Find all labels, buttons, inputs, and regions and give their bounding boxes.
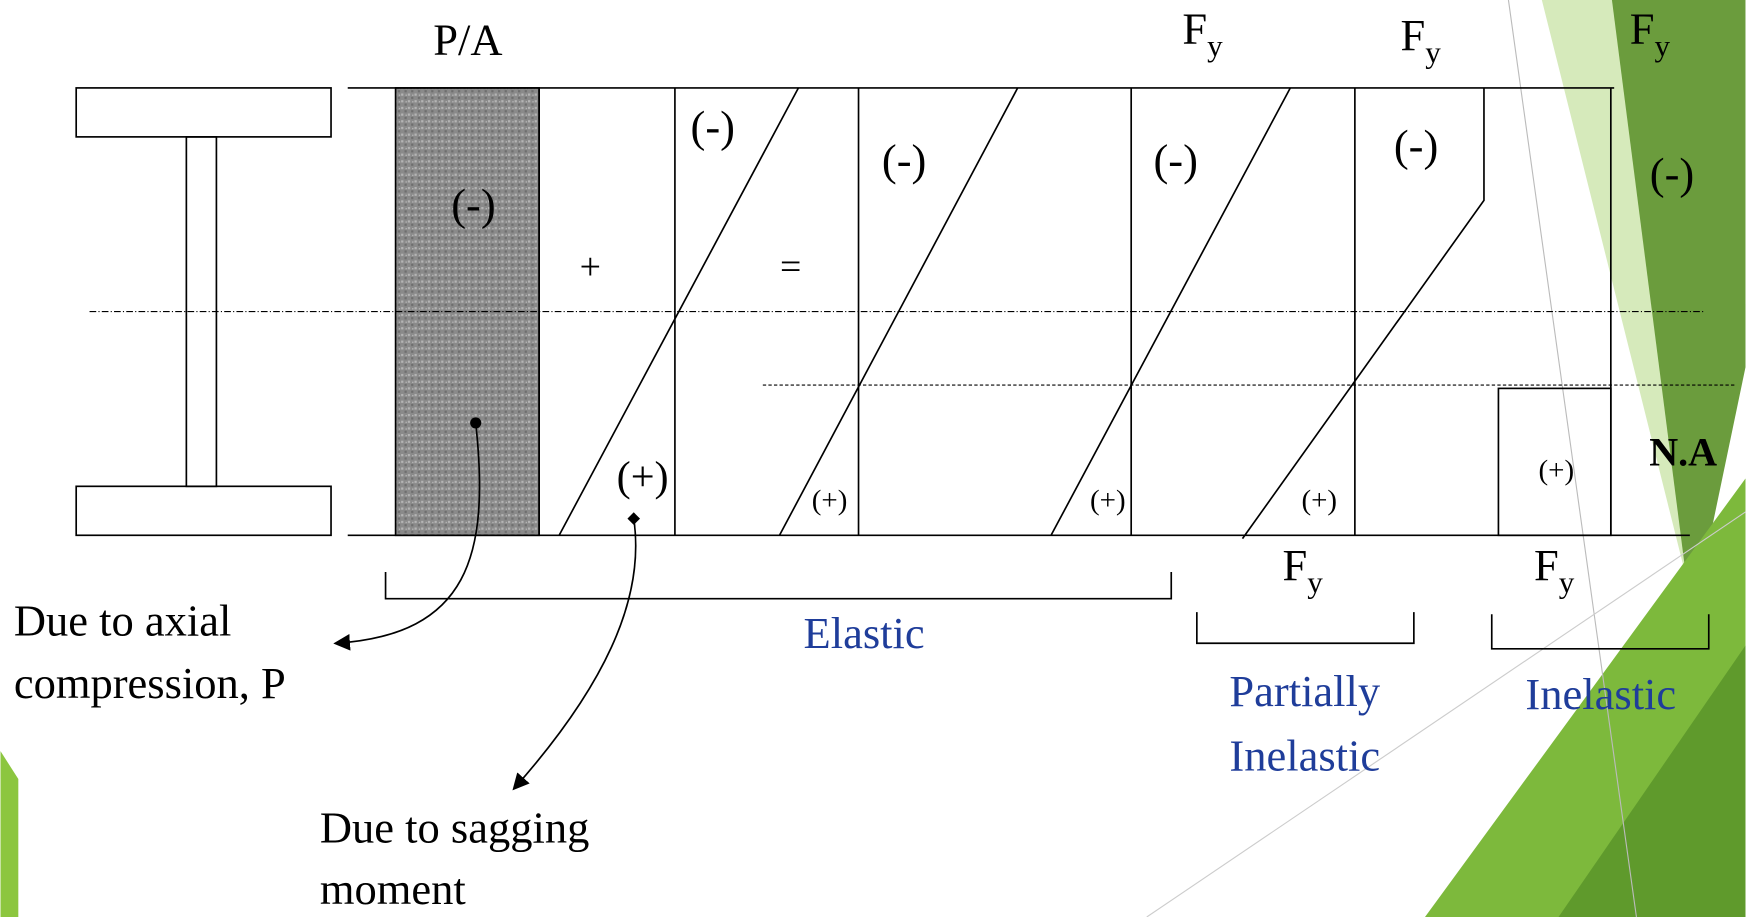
- compression-sign: (-): [451, 179, 495, 229]
- compression-sign: (-): [1650, 148, 1694, 198]
- fy-label: Fy: [1534, 540, 1575, 600]
- range-label: Inelastic: [1229, 730, 1380, 780]
- range-label: Partially: [1229, 666, 1381, 716]
- label-part: F: [1182, 4, 1207, 54]
- range-brackets: [384, 572, 1710, 650]
- label-part: y: [1654, 28, 1670, 63]
- stress-diagrams: [89, 87, 1737, 540]
- compression-sign: (-): [882, 135, 926, 185]
- tension-sign: (+): [1090, 485, 1126, 517]
- label-part: y: [1559, 565, 1575, 600]
- range-label: Inelastic: [1525, 669, 1676, 719]
- compression-sign: (-): [691, 102, 735, 152]
- fy-label: Fy: [1283, 540, 1324, 600]
- tension-sign: (+): [617, 453, 669, 500]
- tension-sign: (+): [1301, 485, 1337, 517]
- note: Due to sagging: [320, 803, 589, 853]
- compression-sign: (-): [1394, 120, 1438, 170]
- compression-sign: (-): [1153, 135, 1197, 185]
- tension-sign: (+): [1539, 455, 1575, 487]
- fy-label: Fy: [1400, 10, 1441, 70]
- neutral-axis-label: N.A: [1649, 429, 1717, 474]
- label-part: F: [1534, 540, 1559, 590]
- label-part: F: [1400, 10, 1425, 60]
- label-part: F: [1283, 540, 1308, 590]
- label-part: F: [1630, 4, 1655, 54]
- label-part: y: [1425, 35, 1441, 70]
- label-part: y: [1207, 28, 1223, 63]
- equals-sign: =: [780, 246, 801, 288]
- plus-sign: +: [580, 246, 601, 288]
- note: moment: [320, 864, 466, 914]
- p-over-a: P/A: [433, 15, 502, 65]
- note: Due to axial: [14, 596, 231, 646]
- fy-label: Fy: [1630, 4, 1671, 64]
- fy-label: Fy: [1182, 4, 1223, 64]
- range-label: Elastic: [804, 608, 925, 658]
- label-part: y: [1307, 565, 1323, 600]
- note: compression, P: [14, 658, 286, 708]
- tension-sign: (+): [812, 485, 848, 517]
- arrows: [333, 417, 641, 791]
